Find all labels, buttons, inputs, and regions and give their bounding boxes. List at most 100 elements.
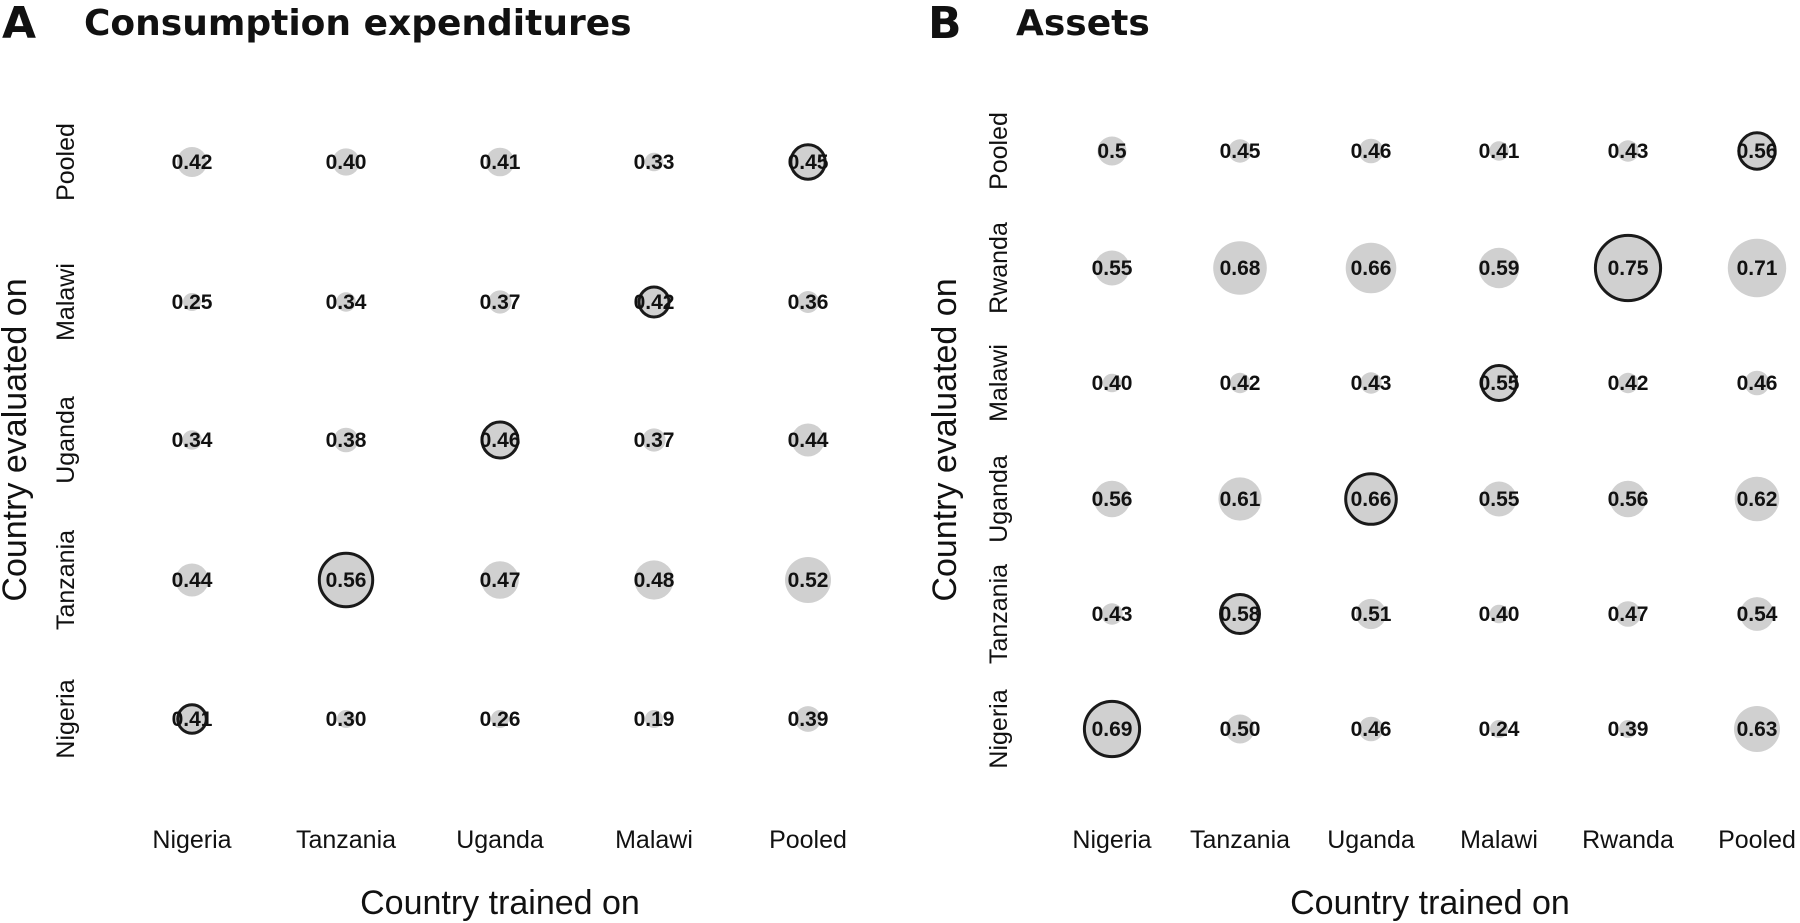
panel-a-value-label: 0.36	[788, 291, 829, 314]
panel-a-y-tick-malawi: Malawi	[52, 263, 80, 341]
panel-a-plot-area: Nigeria Tanzania Uganda Malawi Pooled Nigeria…	[52, 123, 847, 854]
panel-b-bubble-nigeria-tanzania	[1225, 714, 1255, 744]
panel-a-bubble-malawi-nigeria	[183, 293, 201, 311]
panel-b-value-label: 0.43	[1092, 603, 1133, 626]
panel-b-bubble-pooled-uganda	[1358, 138, 1384, 164]
panel-b-bubble-tanzania-tanzania	[1219, 593, 1261, 635]
panel-b-bubble-malawi-malawi	[1480, 364, 1518, 402]
panel-a-bubble-nigeria-tanzania	[337, 710, 355, 728]
panel-b-x-tick-pooled: Pooled	[1718, 826, 1796, 854]
panel-a-bubble-pooled-malawi	[644, 152, 664, 172]
panel-b-y-tick-tanzania: Tanzania	[985, 564, 1013, 664]
panel-b-bubble-rwanda-pooled	[1727, 238, 1787, 298]
panel-b-bubble-rwanda-rwanda	[1593, 233, 1663, 303]
panel-b-value-label: 0.45	[1220, 140, 1261, 163]
panel-a-x-axis-label: Country trained on	[360, 884, 640, 922]
panel-b-bubble-rwanda-tanzania	[1213, 241, 1267, 295]
panel-b-value-label: 0.41	[1479, 140, 1520, 163]
panel-a-value-label: 0.46	[480, 429, 521, 452]
panel-b-value-label: 0.55	[1479, 372, 1520, 395]
panel-a-bubble-nigeria-malawi	[645, 710, 663, 728]
panel-b-y-tick-uganda: Uganda	[985, 455, 1013, 543]
panel-b-value-label: 0.56	[1737, 140, 1778, 163]
panel-b-bubble-malawi-pooled	[1744, 370, 1770, 396]
panel-b-value-label: 0.68	[1220, 257, 1261, 280]
panel-b-bubble-tanzania-pooled	[1740, 597, 1774, 631]
panel-a-bubble-tanzania-uganda	[481, 561, 519, 599]
panel-b-value-label: 0.62	[1737, 488, 1778, 511]
panel-a-value-label: 0.56	[326, 569, 367, 592]
panel-a-letter: A	[2, 0, 36, 49]
panel-a-bubble-tanzania-nigeria	[175, 563, 209, 597]
panel-b-bubble-malawi-uganda	[1360, 372, 1382, 394]
panel-b-y-tick-nigeria: Nigeria	[985, 689, 1013, 768]
panel-b-value-label: 0.55	[1479, 488, 1520, 511]
panel-b-bubble-uganda-tanzania	[1218, 477, 1262, 521]
panel-b-value-label: 0.58	[1220, 603, 1261, 626]
panel-b-bubble-uganda-rwanda	[1609, 480, 1647, 518]
panel-a-bubble-pooled-tanzania	[332, 148, 360, 176]
panel-a-bubble-malawi-pooled	[797, 291, 819, 313]
panel-a-value-label: 0.42	[634, 291, 675, 314]
panel-b-bubble-nigeria-uganda	[1358, 716, 1384, 742]
panel-b-x-axis-label: Country trained on	[1290, 884, 1570, 922]
panel-a-value-label: 0.44	[172, 569, 213, 592]
panel-a-value-label: 0.26	[480, 708, 521, 731]
panel-a-bubble-uganda-malawi	[642, 428, 666, 452]
panel-b-bubble-tanzania-nigeria	[1101, 603, 1123, 625]
panel-b-value-label: 0.47	[1608, 603, 1649, 626]
panel-b-bubble-uganda-pooled	[1734, 476, 1780, 522]
panel-b-bubble-pooled-rwanda	[1617, 140, 1639, 162]
panel-b-x-tick-rwanda: Rwanda	[1582, 826, 1674, 854]
panel-b-y-axis-label: Country evaluated on	[926, 278, 964, 601]
panel-a-value-label: 0.47	[480, 569, 521, 592]
panel-a-value-label: 0.34	[172, 429, 213, 452]
panel-a-y-axis-label: Country evaluated on	[0, 278, 34, 601]
panel-b-value-label: 0.42	[1220, 372, 1261, 395]
panel-b-value-label: 0.46	[1737, 372, 1778, 395]
panel-b-bubble-nigeria-pooled	[1734, 706, 1780, 752]
panel-b-bubble-pooled-malawi	[1489, 141, 1509, 161]
panel-a-value-label: 0.25	[172, 291, 213, 314]
panel-b-value-label: 0.39	[1608, 718, 1649, 741]
panel-b-bubble-tanzania-malawi	[1489, 604, 1509, 624]
panel-b-title: Assets	[1016, 3, 1150, 44]
panel-a-value-label: 0.38	[326, 429, 367, 452]
panel-a-bubble-malawi-tanzania	[336, 292, 356, 312]
panel-a-value-label: 0.45	[788, 151, 829, 174]
panel-a-value-label: 0.37	[480, 291, 521, 314]
panel-b-bubble-tanzania-rwanda	[1615, 601, 1641, 627]
panel-a-bubble-pooled-nigeria	[177, 147, 207, 177]
panel-b-letter: B	[928, 0, 962, 49]
panel-b-bubble-pooled-tanzania	[1228, 139, 1252, 163]
panel-b-value-label: 0.43	[1608, 140, 1649, 163]
panel-b-value-label: 0.50	[1220, 718, 1261, 741]
panel-b-value-label: 0.66	[1351, 257, 1392, 280]
panel-b-value-label: 0.46	[1351, 718, 1392, 741]
panel-a-y-tick-uganda: Uganda	[52, 396, 80, 484]
panel-b-value-label: 0.43	[1351, 372, 1392, 395]
panel-a-x-tick-tanzania: Tanzania	[296, 826, 396, 854]
panel-a-bubble-tanzania-pooled	[785, 557, 831, 603]
panel-b-y-tick-rwanda: Rwanda	[985, 222, 1013, 314]
panel-a-value-label: 0.37	[634, 429, 675, 452]
panel-a-value-label: 0.41	[480, 151, 521, 174]
panel-b-bubble-uganda-nigeria	[1093, 480, 1131, 518]
panel-a-bubble-nigeria-uganda	[491, 710, 509, 728]
panel-b-bubble-uganda-malawi	[1481, 481, 1517, 517]
panel-a-y-tick-pooled: Pooled	[52, 123, 80, 201]
panel-a-bubble-nigeria-pooled	[795, 706, 821, 732]
panel-a-bubble-pooled-pooled	[789, 143, 827, 181]
panel-b-value-label: 0.55	[1092, 257, 1133, 280]
panel-b-bubble-nigeria-nigeria	[1082, 699, 1142, 759]
panel-a-x-tick-malawi: Malawi	[615, 826, 693, 854]
panel-a-value-label: 0.41	[172, 708, 213, 731]
panel-b-value-label: 0.40	[1479, 603, 1520, 626]
panel-b-bubble-rwanda-uganda	[1345, 242, 1397, 294]
panel-a-value-label: 0.30	[326, 708, 367, 731]
panel-a-y-tick-tanzania: Tanzania	[52, 530, 80, 630]
panel-b-x-tick-uganda: Uganda	[1327, 826, 1415, 854]
panel-b-bubble-malawi-tanzania	[1229, 372, 1251, 394]
panel-a-value-label: 0.33	[634, 151, 675, 174]
